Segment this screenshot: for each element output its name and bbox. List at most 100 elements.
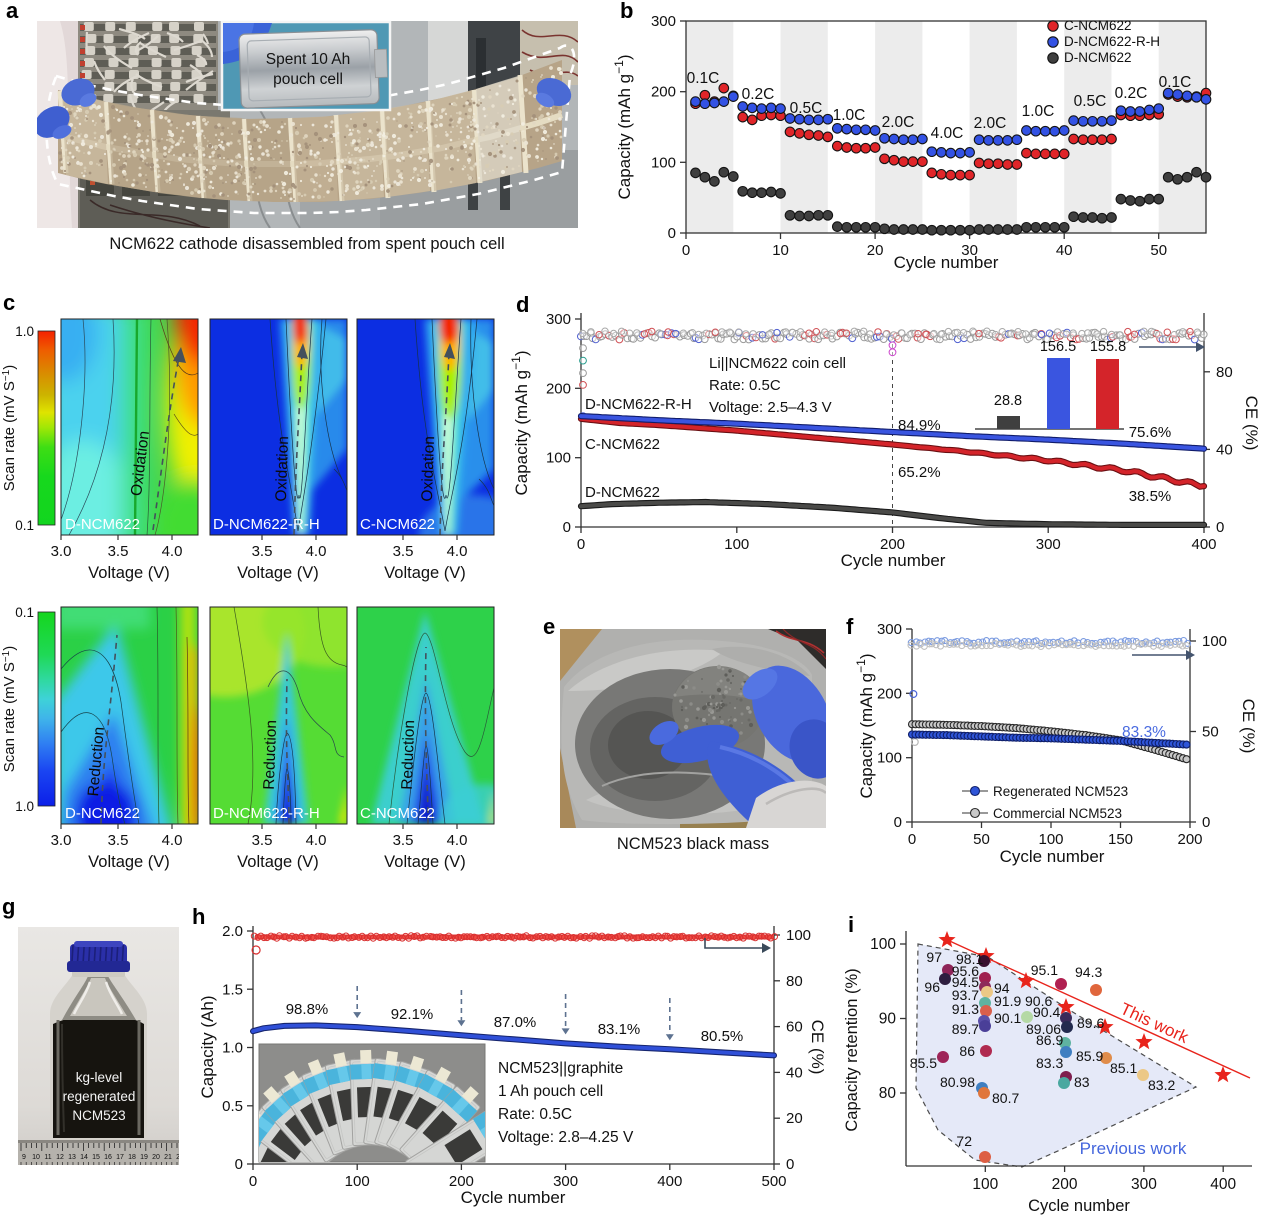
svg-text:1.5: 1.5: [222, 981, 243, 998]
svg-text:3.5: 3.5: [393, 543, 414, 560]
svg-text:D-NCM622-R-H: D-NCM622-R-H: [585, 396, 692, 413]
svg-text:90.4: 90.4: [1033, 1004, 1060, 1020]
svg-text:D-NCM622: D-NCM622: [585, 484, 660, 501]
svg-text:21: 21: [164, 1154, 172, 1161]
svg-text:200: 200: [651, 84, 676, 101]
svg-text:80: 80: [879, 1085, 897, 1102]
svg-text:Cycle number: Cycle number: [841, 551, 946, 570]
svg-text:100: 100: [1038, 831, 1063, 848]
svg-text:1.0C: 1.0C: [1022, 103, 1055, 120]
svg-text:0.5C: 0.5C: [790, 100, 823, 117]
svg-text:0: 0: [1202, 814, 1210, 831]
svg-text:regenerated: regenerated: [63, 1089, 136, 1104]
svg-text:b: b: [620, 0, 633, 23]
svg-text:100: 100: [651, 154, 676, 171]
svg-text:3.5: 3.5: [252, 832, 273, 849]
svg-text:15: 15: [92, 1154, 100, 1161]
svg-text:0.1C: 0.1C: [687, 70, 720, 87]
svg-text:11: 11: [44, 1154, 51, 1161]
svg-text:Cycle number: Cycle number: [1028, 1197, 1130, 1215]
svg-text:89.6: 89.6: [1077, 1015, 1104, 1031]
svg-text:2.0C: 2.0C: [974, 115, 1007, 132]
svg-text:84.9%: 84.9%: [898, 417, 941, 434]
svg-text:C-NCM622: C-NCM622: [585, 436, 660, 453]
svg-text:Voltage: 2.5–4.3 V: Voltage: 2.5–4.3 V: [709, 399, 832, 416]
svg-text:28.8: 28.8: [994, 393, 1022, 409]
svg-text:0: 0: [249, 1173, 257, 1190]
svg-text:Capacity (Ah): Capacity (Ah): [198, 996, 217, 1099]
svg-text:Scan rate (mV S−1): Scan rate (mV S−1): [1, 646, 19, 772]
svg-text:83.1%: 83.1%: [598, 1021, 641, 1038]
svg-text:0.1C: 0.1C: [1159, 74, 1192, 91]
svg-text:0.2C: 0.2C: [1115, 85, 1148, 102]
svg-text:CE (%): CE (%): [1239, 699, 1258, 754]
svg-text:97: 97: [926, 949, 942, 965]
svg-text:200: 200: [546, 380, 571, 397]
svg-text:Capacity (mAh g−1): Capacity (mAh g−1): [612, 54, 634, 199]
svg-text:2.0C: 2.0C: [882, 114, 915, 131]
svg-text:C-NCM622: C-NCM622: [360, 805, 435, 822]
svg-text:10: 10: [32, 1154, 40, 1161]
svg-text:93.7: 93.7: [952, 987, 979, 1003]
svg-text:3.5: 3.5: [108, 543, 129, 560]
svg-text:D-NCM622-R-H: D-NCM622-R-H: [213, 516, 320, 533]
svg-text:c: c: [3, 290, 15, 315]
svg-text:89.7: 89.7: [952, 1021, 979, 1037]
svg-text:19: 19: [140, 1154, 148, 1161]
svg-text:40: 40: [786, 1064, 803, 1081]
svg-text:1.0: 1.0: [15, 799, 34, 814]
svg-text:0: 0: [1216, 519, 1224, 536]
svg-text:50: 50: [1202, 724, 1219, 741]
svg-text:a: a: [6, 0, 19, 23]
svg-text:pouch cell: pouch cell: [273, 71, 343, 88]
svg-text:98.1: 98.1: [956, 951, 983, 967]
svg-text:95.1: 95.1: [1031, 962, 1058, 978]
svg-text:0.1: 0.1: [15, 605, 34, 620]
svg-text:90.6: 90.6: [1025, 993, 1052, 1009]
svg-text:100: 100: [724, 536, 749, 553]
svg-text:300: 300: [1131, 1176, 1157, 1193]
svg-text:400: 400: [1191, 536, 1216, 553]
svg-text:i: i: [848, 912, 854, 937]
svg-text:96: 96: [924, 979, 940, 995]
svg-text:83.3%: 83.3%: [1122, 724, 1166, 741]
svg-text:91.3: 91.3: [952, 1001, 979, 1017]
svg-text:98.8%: 98.8%: [286, 1001, 329, 1018]
svg-text:22: 22: [176, 1154, 184, 1161]
svg-text:Voltage (V): Voltage (V): [237, 853, 319, 871]
svg-text:NCM622 cathode disassembled fr: NCM622 cathode disassembled from spent p…: [109, 235, 504, 253]
svg-text:60: 60: [786, 1019, 803, 1036]
svg-text:Reduction: Reduction: [399, 720, 418, 790]
svg-text:86: 86: [959, 1043, 975, 1059]
svg-text:0: 0: [894, 814, 902, 831]
svg-text:200: 200: [1177, 831, 1202, 848]
svg-text:1.0: 1.0: [15, 324, 34, 339]
svg-text:156.5: 156.5: [1040, 339, 1076, 355]
svg-text:Previous work: Previous work: [1080, 1139, 1187, 1158]
svg-text:87.0%: 87.0%: [494, 1014, 537, 1031]
svg-text:0: 0: [908, 831, 916, 848]
svg-text:Capacity retention (%): Capacity retention (%): [843, 968, 861, 1131]
svg-text:50: 50: [1150, 242, 1167, 259]
svg-text:200: 200: [449, 1173, 474, 1190]
svg-text:4.0C: 4.0C: [931, 125, 964, 142]
svg-text:3.5: 3.5: [252, 543, 273, 560]
svg-text:85.5: 85.5: [910, 1055, 937, 1071]
svg-text:0: 0: [563, 519, 571, 536]
svg-text:100: 100: [345, 1173, 370, 1190]
svg-text:4.0: 4.0: [447, 832, 468, 849]
svg-text:14: 14: [80, 1154, 88, 1161]
svg-text:D-NCM622: D-NCM622: [1064, 50, 1132, 65]
svg-text:4.0: 4.0: [306, 832, 327, 849]
svg-text:0: 0: [668, 225, 676, 242]
svg-text:100: 100: [870, 936, 896, 953]
svg-text:20: 20: [152, 1154, 160, 1161]
svg-text:NCM523||graphite: NCM523||graphite: [498, 1060, 623, 1077]
svg-text:0: 0: [577, 536, 585, 553]
svg-text:13: 13: [68, 1154, 76, 1161]
svg-text:0.2C: 0.2C: [742, 86, 775, 103]
svg-text:10: 10: [772, 242, 789, 259]
svg-text:50: 50: [973, 831, 990, 848]
svg-text:C-NCM622: C-NCM622: [1064, 18, 1132, 33]
svg-text:17: 17: [116, 1154, 124, 1161]
